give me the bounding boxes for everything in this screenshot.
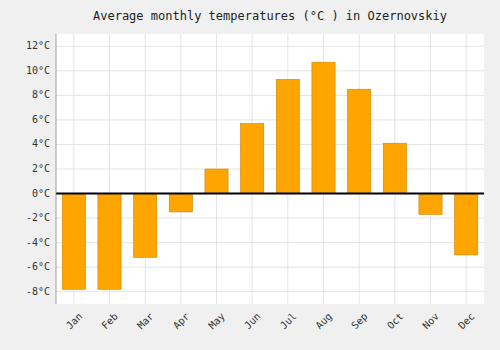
- plot-area: [56, 34, 484, 304]
- y-tick-label: 12°C: [26, 40, 50, 51]
- y-grid-line: [56, 46, 484, 47]
- y-tick-label: 0°C: [32, 188, 50, 199]
- y-tick-label: -6°C: [26, 261, 50, 272]
- bars: [62, 62, 478, 289]
- bar: [98, 194, 121, 290]
- y-grid-line: [56, 144, 484, 145]
- bar: [241, 124, 264, 194]
- y-tick-label: 8°C: [32, 89, 50, 100]
- grid: [56, 34, 484, 304]
- y-tick-label: 4°C: [32, 138, 50, 149]
- zero-line: [56, 193, 484, 195]
- bar: [169, 194, 192, 212]
- y-tick-label: -2°C: [26, 212, 50, 223]
- bar: [134, 194, 157, 258]
- x-tick-label: Nov: [420, 311, 441, 332]
- title: Average monthly temperatures (°C ) in Oz…: [93, 9, 447, 23]
- bar: [383, 143, 406, 193]
- x-tick-label: Dec: [456, 311, 477, 332]
- x-grid-line: [466, 34, 467, 304]
- chart: -8°C -6°C -4°C -2°C 0°C 2°C 4°C 6°C 8°C 10°C 12°C J…: [0, 0, 500, 350]
- x-tick-label: Apr: [171, 311, 192, 332]
- y-grid-line: [56, 70, 484, 71]
- x-tick-label: Mar: [135, 311, 156, 332]
- x-grid-line: [145, 34, 146, 304]
- x-tick-label: Sep: [349, 311, 370, 332]
- bar: [312, 62, 335, 193]
- x-grid-line: [430, 34, 431, 304]
- bar: [276, 79, 299, 193]
- y-grid-line: [56, 95, 484, 96]
- x-tick-label: Jul: [278, 311, 299, 332]
- bar: [419, 194, 442, 215]
- bar: [62, 194, 85, 290]
- y-tick-label: -4°C: [26, 237, 50, 248]
- y-tick-label: 2°C: [32, 163, 50, 174]
- x-tick-label: May: [206, 311, 227, 332]
- x-tick-label: Feb: [99, 311, 120, 332]
- bar: [205, 169, 228, 194]
- bar: [455, 194, 478, 255]
- y-grid-line: [56, 193, 484, 194]
- y-grid-line: [56, 291, 484, 292]
- bar: [348, 89, 371, 193]
- y-grid-line: [56, 119, 484, 120]
- x-tick-label: Oct: [385, 311, 406, 332]
- x-tick-label: Jan: [64, 311, 85, 332]
- background: [0, 0, 500, 350]
- x-tick-label: Jun: [242, 311, 263, 332]
- axes: -8°C -6°C -4°C -2°C 0°C 2°C 4°C 6°C 8°C 10°C 12°C J…: [26, 40, 477, 331]
- y-tick-label: -8°C: [26, 286, 50, 297]
- x-grid-line: [180, 34, 181, 304]
- y-axis-line: [56, 34, 57, 304]
- y-grid-line: [56, 169, 484, 170]
- x-tick-label: Aug: [313, 311, 334, 332]
- y-tick-label: 6°C: [32, 114, 50, 125]
- y-tick-label: 10°C: [26, 65, 50, 76]
